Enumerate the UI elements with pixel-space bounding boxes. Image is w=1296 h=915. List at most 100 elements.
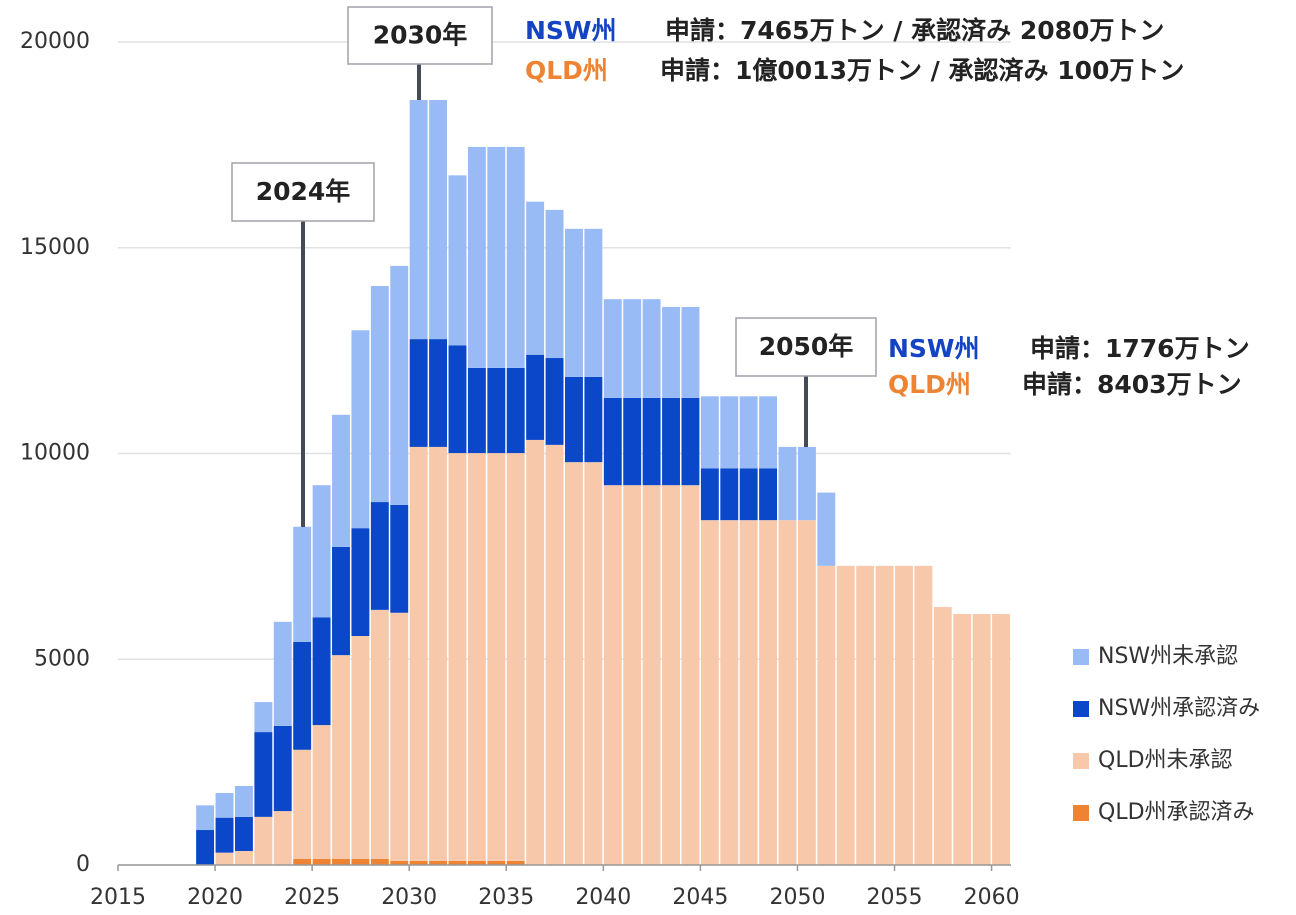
bar-segment xyxy=(700,520,719,865)
bar-segment xyxy=(487,146,506,368)
legend-swatch xyxy=(1073,753,1089,769)
bar-segment xyxy=(215,852,234,865)
bar-segment xyxy=(526,201,545,355)
bar-segment xyxy=(992,613,1010,865)
bar-segment xyxy=(234,816,253,852)
bar-segment xyxy=(836,565,855,865)
bar-segment xyxy=(545,444,564,865)
bar-segment xyxy=(506,860,525,865)
bar-segment xyxy=(545,209,564,359)
annotation-state: NSW州 xyxy=(888,334,980,363)
annotation-state: NSW州 xyxy=(525,16,617,45)
bar-segment xyxy=(526,354,545,440)
bar-segment xyxy=(467,453,486,861)
bar-segment xyxy=(720,396,739,469)
bar-segment xyxy=(895,565,913,865)
bar-segment xyxy=(662,307,680,398)
bar-segment xyxy=(623,299,642,398)
bar-segment xyxy=(234,785,253,817)
bar-segment xyxy=(332,858,350,865)
bar-segment xyxy=(914,565,933,865)
bar-segment xyxy=(487,367,506,454)
bar-segment xyxy=(409,446,428,861)
annotation-state: QLD州 xyxy=(888,370,971,399)
annotation-text: 申請：7465万トン / 承認済み 2080万トン xyxy=(665,16,1164,45)
bar-segment xyxy=(681,307,700,398)
bar-segment xyxy=(739,396,758,469)
bar-segment xyxy=(662,397,680,486)
annotation-label: 2030年 xyxy=(373,21,468,50)
bar-segment xyxy=(390,504,409,613)
bar-segment xyxy=(642,485,661,865)
bar-segment xyxy=(953,613,972,865)
bar-segment xyxy=(759,520,778,865)
bar-segment xyxy=(409,860,428,865)
bar-segment xyxy=(565,376,583,463)
x-tick-label: 2055 xyxy=(867,885,923,910)
bar-segment xyxy=(370,286,389,503)
annotation-box xyxy=(347,6,493,65)
bar-segment xyxy=(623,485,642,865)
y-tick-label: 15000 xyxy=(20,235,90,260)
bar-segment xyxy=(603,397,622,486)
annotation-text: 申請：1億0013万トン / 承認済み 100万トン xyxy=(660,56,1184,85)
bar-segment xyxy=(312,858,331,865)
x-tick-label: 2020 xyxy=(187,885,243,910)
x-tick-label: 2045 xyxy=(672,885,728,910)
bar-segment xyxy=(759,468,778,521)
bar-segment xyxy=(370,609,389,859)
bar-segment xyxy=(351,636,370,859)
bar-segment xyxy=(506,146,525,368)
bar-segment xyxy=(545,358,564,445)
bar-segment xyxy=(293,749,312,859)
x-tick-label: 2060 xyxy=(964,885,1020,910)
y-tick-label: 0 xyxy=(76,852,90,877)
x-tick-label: 2040 xyxy=(575,885,631,910)
bar-segment xyxy=(312,725,331,859)
bar-segment xyxy=(565,462,583,865)
bar-segment xyxy=(390,265,409,505)
bar-segment xyxy=(351,528,370,637)
bar-segment xyxy=(506,367,525,454)
legend-label: NSW州未承認 xyxy=(1098,644,1238,669)
bar-segment xyxy=(720,468,739,521)
x-tick-label: 2025 xyxy=(284,885,340,910)
annotation-state: QLD州 xyxy=(525,56,608,85)
bar-segment xyxy=(487,860,506,865)
annotation-label: 2050年 xyxy=(759,332,854,361)
bar-segment xyxy=(293,858,312,865)
annotation-box xyxy=(735,317,877,377)
bar-segment xyxy=(584,228,603,377)
bar-segment xyxy=(623,397,642,486)
y-tick-label: 10000 xyxy=(20,441,90,466)
bar-segment xyxy=(565,228,583,377)
bar-segment xyxy=(215,792,234,818)
y-tick-label: 5000 xyxy=(34,646,90,671)
bar-segment xyxy=(293,641,312,750)
bar-segment xyxy=(429,446,448,861)
bar-segment xyxy=(448,175,467,346)
bar-segment xyxy=(759,396,778,469)
bar-segment xyxy=(681,485,700,865)
bar-segment xyxy=(817,565,836,865)
bar-segment xyxy=(875,565,894,865)
bar-segment xyxy=(351,330,370,529)
bar-segment xyxy=(506,453,525,861)
bar-segment xyxy=(856,565,875,865)
bar-segment xyxy=(467,367,486,454)
legend-swatch xyxy=(1073,701,1089,717)
bar-segment xyxy=(972,613,991,865)
bar-segment xyxy=(448,345,467,454)
bar-segment xyxy=(370,858,389,865)
bar-segment xyxy=(603,299,622,398)
bar-segment xyxy=(273,621,292,726)
bar-segment xyxy=(778,446,797,521)
bar-segment xyxy=(526,439,545,865)
x-tick-label: 2050 xyxy=(769,885,825,910)
bar-segment xyxy=(487,453,506,861)
x-tick-label: 2015 xyxy=(90,885,146,910)
bar-segment xyxy=(700,396,719,469)
bar-segment xyxy=(196,830,215,865)
x-tick-label: 2035 xyxy=(478,885,534,910)
